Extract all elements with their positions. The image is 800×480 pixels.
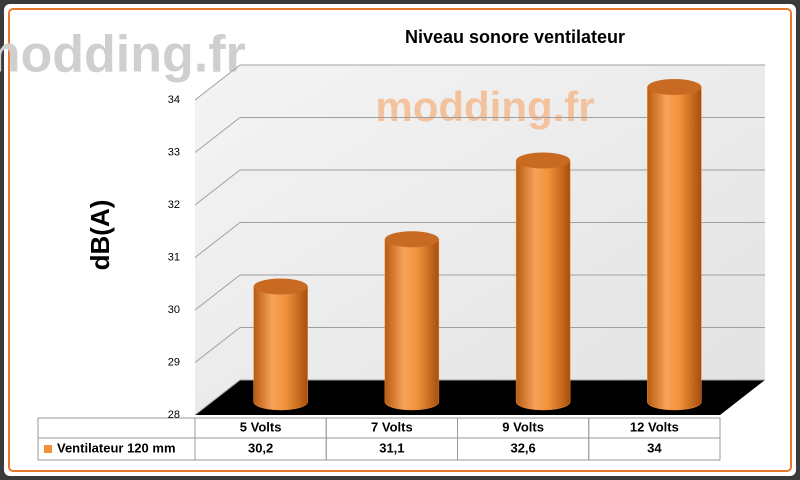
y-tick-label: 32 (168, 199, 180, 211)
grid-line (194, 327, 241, 363)
floor (195, 380, 765, 415)
grid-line (194, 169, 241, 206)
y-axis-label: dB(A) (85, 200, 115, 271)
grid-line (194, 379, 241, 416)
grid-line (194, 117, 241, 153)
y-tick-label: 30 (168, 304, 180, 316)
grid-line (194, 64, 241, 101)
grid-line (194, 222, 241, 258)
bar-top (647, 79, 702, 95)
bar-top (253, 278, 308, 295)
bar-top (384, 231, 439, 248)
watermark: modding.fr (375, 83, 594, 130)
bar (253, 286, 308, 411)
legend-label: Ventilateur 120 mm (57, 440, 176, 455)
bar-top (516, 152, 571, 169)
y-tick-label: 33 (168, 146, 180, 158)
bar (515, 160, 571, 411)
y-tick-label: 31 (168, 251, 180, 263)
legend-swatch (44, 445, 52, 453)
watermark: modding.fr (0, 26, 246, 84)
data-label: 30,2 (248, 440, 273, 455)
grid-line (194, 274, 241, 311)
bar (647, 86, 702, 411)
frame (8, 8, 792, 472)
y-tick-label: 34 (168, 94, 180, 106)
y-tick-label: 29 (168, 356, 180, 368)
bar (384, 239, 440, 411)
x-tick-label: 9 Volts (502, 419, 544, 434)
chart-title: Niveau sonore ventilateur (405, 27, 625, 47)
y-tick-label: 28 (168, 409, 180, 421)
data-label: 31,1 (379, 440, 404, 455)
x-tick-label: 12 Volts (630, 419, 679, 434)
data-label: 32,6 (510, 440, 535, 455)
x-tick-label: 7 Volts (371, 419, 413, 434)
x-tick-label: 5 Volts (240, 419, 282, 434)
data-label: 34 (647, 440, 662, 455)
